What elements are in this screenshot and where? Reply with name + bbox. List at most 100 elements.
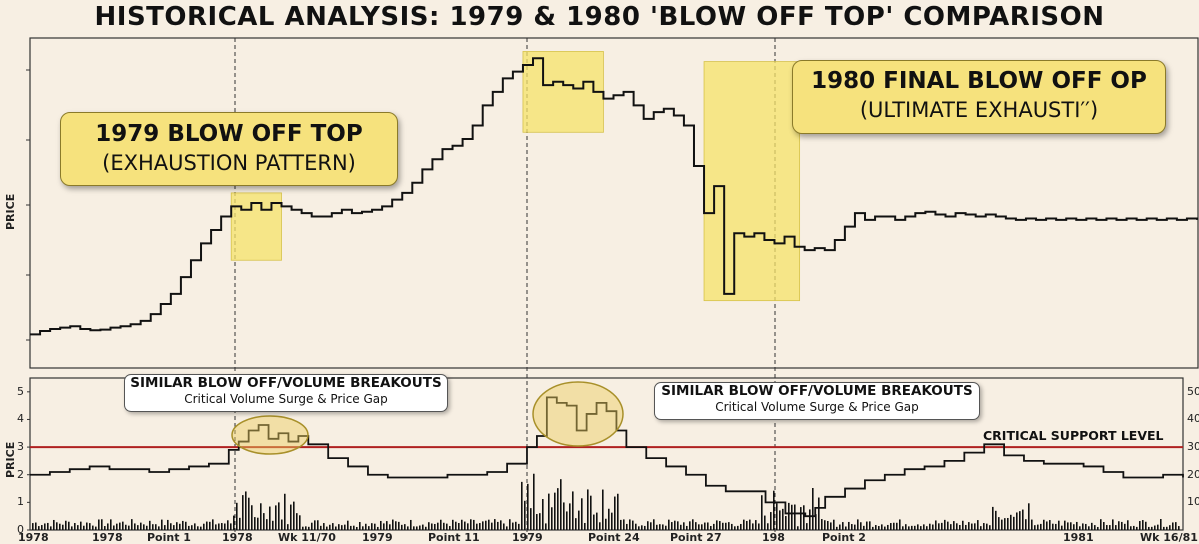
volume-bar [236, 502, 238, 530]
volume-bar [434, 523, 436, 530]
callout-1980-final-blow-off: 1980 FINAL BLOW OFF OP (ULTIMATE EXHAUST… [792, 60, 1166, 134]
volume-bar [362, 526, 364, 530]
volume-bar [1007, 517, 1009, 530]
volume-bar [1169, 525, 1171, 530]
volume-bar [932, 524, 934, 530]
volume-bar [269, 506, 271, 530]
volume-bar [851, 524, 853, 530]
volume-bar [497, 521, 499, 530]
volume-bar [329, 524, 331, 530]
volume-bar [797, 526, 799, 530]
x-tick-label-2: Point 1 [147, 531, 191, 544]
volume-bar [128, 525, 130, 530]
volume-bar [407, 526, 409, 530]
volume-bar [1178, 526, 1180, 530]
volume-bar [575, 518, 577, 530]
volume-bar [404, 524, 406, 530]
volume-bar [152, 524, 154, 530]
volume-bar [917, 524, 919, 530]
volume-bar [608, 508, 610, 530]
volume-bar [53, 519, 55, 530]
volume-bar [578, 510, 580, 530]
volume-bar [1043, 519, 1045, 530]
volume-bar [227, 520, 229, 530]
volume-bar [860, 522, 862, 530]
volume-bar [1046, 521, 1048, 530]
volume-bar [554, 492, 556, 530]
callout-1980-line1: 1980 FINAL BLOW OFF OP [811, 68, 1147, 94]
volume-bar [1133, 525, 1135, 530]
volume-bar [1031, 519, 1033, 530]
volume-bar [473, 519, 475, 530]
volume-bar [566, 511, 568, 530]
volume-bar [935, 520, 937, 530]
volume-bar [386, 521, 388, 530]
volume-bar [752, 523, 754, 530]
volume-bar [1163, 526, 1165, 530]
volume-bar [839, 524, 841, 530]
volume-bar [74, 523, 76, 530]
volume-bar [344, 524, 346, 530]
volume-bar [104, 526, 106, 530]
volume-bar [983, 523, 985, 530]
volume-bar [764, 515, 766, 530]
volume-bar [725, 522, 727, 530]
volume-bar [419, 525, 421, 530]
x-tick-label-3: 1978 [222, 531, 253, 544]
volume-bar [977, 520, 979, 530]
volume-bar [1049, 520, 1051, 530]
volume-bar [131, 519, 133, 530]
volume-bar [1103, 522, 1105, 530]
volume-bar [203, 523, 205, 530]
volume-bar [1115, 525, 1117, 530]
x-tick-label-13: Wk 16/81 [1140, 531, 1198, 544]
volume-bar [551, 507, 553, 530]
volume-bar [536, 514, 538, 530]
volume-bar [569, 503, 571, 530]
volume-bar [299, 515, 301, 530]
y-tick-label-3: 3 [17, 440, 24, 454]
volume-bar [305, 526, 307, 530]
volume-bar [275, 505, 277, 530]
volume-bar [920, 526, 922, 530]
volume-bar [974, 523, 976, 530]
volume-bar [557, 488, 559, 530]
volume-bar [716, 520, 718, 530]
volume-bar [347, 520, 349, 530]
volume-bar [158, 526, 160, 530]
y-tick-label-5: 5 [17, 384, 24, 398]
volume-bar [149, 520, 151, 530]
volume-bar [929, 523, 931, 530]
x-tick-label-0: 1978 [18, 531, 49, 544]
callout-1979-line1: 1979 BLOW OFF TOP [95, 121, 363, 147]
volume-bar [326, 526, 328, 530]
volume-bar [746, 520, 748, 530]
volume-bar [809, 509, 811, 530]
volume-bar [1052, 523, 1054, 530]
volume-bar [215, 524, 217, 530]
volume-bar [260, 503, 262, 530]
volume-bar [965, 524, 967, 530]
upper-series-line [30, 57, 1198, 336]
volume-bar [911, 525, 913, 530]
volume-bar [773, 490, 775, 530]
volume-bar [794, 504, 796, 530]
volume-bar [293, 501, 295, 530]
volume-bar [317, 520, 319, 530]
volume-bar [491, 522, 493, 530]
volume-bar [767, 523, 769, 530]
volume-bar [518, 523, 520, 530]
volume-bar [107, 523, 109, 530]
volume-bar [167, 519, 169, 530]
volume-bar [197, 526, 199, 530]
volume-bar [371, 523, 373, 530]
x-tick-label-5: 1979 [362, 531, 393, 544]
volume-bar [527, 483, 529, 530]
volume-bar [509, 519, 511, 530]
volume-bar [776, 503, 778, 530]
volume-bar [278, 502, 280, 530]
volume-bar [365, 523, 367, 530]
right-tick-label-2: 300 [1187, 440, 1199, 454]
volume-bar [92, 525, 94, 530]
